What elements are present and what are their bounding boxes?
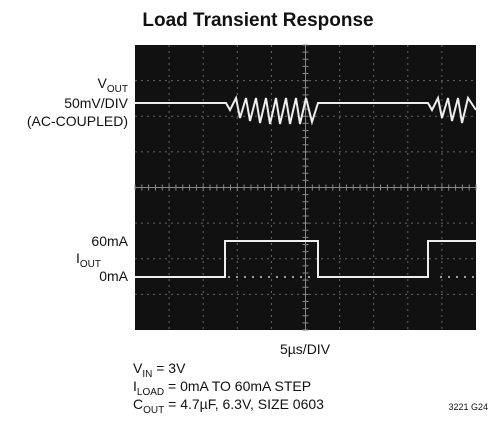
- note-sub: IN: [142, 369, 152, 380]
- vout-label-sub: OUT: [107, 84, 128, 95]
- iout-high: 60mA: [91, 233, 128, 249]
- title: Load Transient Response: [142, 10, 373, 31]
- note-rest: = 0mA TO 60mA STEP: [164, 378, 311, 394]
- time-scale: 5µs/DIV: [280, 341, 331, 357]
- figure: Load Transient Response VOUT 50mV/DIV (A…: [0, 0, 497, 423]
- iout-label-sub: OUT: [80, 259, 101, 270]
- iout-label: IOUT: [76, 250, 101, 270]
- figure-id: 3221 G24: [448, 402, 488, 412]
- vout-label: VOUT: [98, 75, 128, 95]
- note-main: C: [133, 396, 143, 412]
- note: VIN = 3V: [133, 360, 186, 380]
- note: ILOAD = 0mA TO 60mA STEP: [133, 378, 311, 398]
- note: COUT = 4.7µF, 6.3V, SIZE 0603: [133, 396, 324, 416]
- note-sub: OUT: [143, 405, 164, 416]
- note-rest: = 3V: [152, 360, 186, 376]
- vout-coupling: (AC-COUPLED): [27, 113, 128, 129]
- vout-scale: 50mV/DIV: [64, 95, 128, 111]
- iout-low: 0mA: [99, 268, 128, 284]
- note-rest: = 4.7µF, 6.3V, SIZE 0603: [164, 396, 324, 412]
